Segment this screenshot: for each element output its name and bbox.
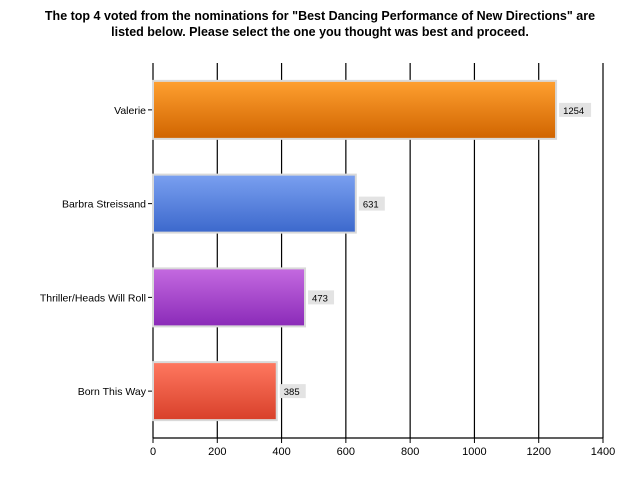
x-tick-label-1400: 1400 xyxy=(591,446,615,458)
x-tick-label-800: 800 xyxy=(401,446,419,458)
chart-title-line-1: The top 4 voted from the nominations for… xyxy=(44,9,596,23)
value-label-bg-1 xyxy=(358,196,385,211)
x-tick-label-0: 0 xyxy=(150,446,156,458)
bars xyxy=(152,79,558,422)
value-label-bg-0 xyxy=(559,102,592,117)
x-tick-label-1000: 1000 xyxy=(462,446,486,458)
value-label-3: 385 xyxy=(284,387,300,398)
bar-1 xyxy=(152,173,357,234)
category-label-1: Barbra Streissand xyxy=(62,199,146,211)
x-tick-label-1200: 1200 xyxy=(526,446,550,458)
labels: Valerie 1254 Barbra Streissand 631 Thriller/… xyxy=(40,102,592,399)
category-label-0: Valerie xyxy=(114,105,146,117)
value-label-2: 473 xyxy=(312,293,328,304)
bar-3 xyxy=(152,361,278,422)
value-label-bg-2 xyxy=(308,290,335,305)
bar-2 xyxy=(152,267,307,328)
bar-0 xyxy=(152,79,558,140)
value-label-0: 1254 xyxy=(563,106,584,117)
category-label-3: Born This Way xyxy=(78,386,147,398)
x-tick-label-400: 400 xyxy=(272,446,290,458)
x-tick-label-600: 600 xyxy=(337,446,355,458)
chart-title: The top 4 voted from the nominations for… xyxy=(40,8,600,40)
value-label-1: 631 xyxy=(363,200,379,211)
x-tick-label-200: 200 xyxy=(208,446,226,458)
category-label-2: Thriller/Heads Will Roll xyxy=(40,292,146,304)
chart-title-line-2: listed below. Please select the one you … xyxy=(111,25,529,39)
value-label-bg-3 xyxy=(279,384,306,399)
